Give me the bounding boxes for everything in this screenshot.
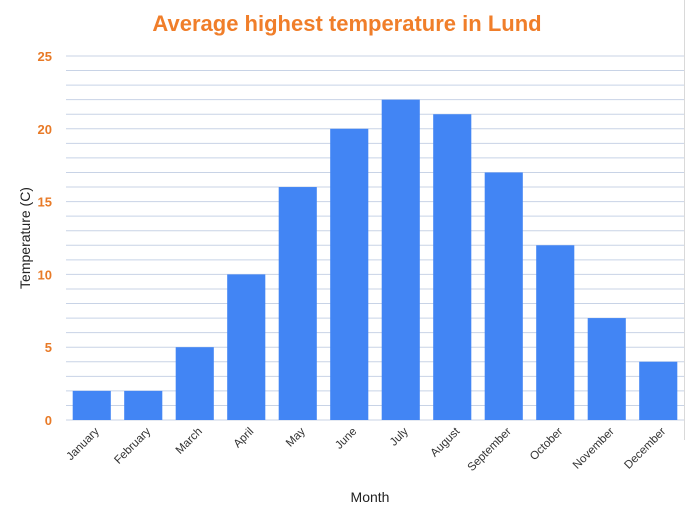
x-tick-label: May [284, 425, 308, 449]
bar-january [72, 390, 111, 420]
y-tick-label: 10 [38, 267, 52, 282]
bar-july [381, 99, 420, 421]
bar-august [433, 114, 472, 421]
y-tick-label: 0 [45, 413, 52, 428]
x-tick-label: September [466, 426, 514, 474]
bar-april [227, 274, 266, 420]
x-tick-label: July [388, 425, 411, 448]
y-tick-label: 5 [45, 340, 52, 355]
y-axis-label: Temperature (C) [17, 187, 33, 289]
y-tick-label: 20 [38, 122, 52, 137]
x-tick-label: October [528, 426, 566, 464]
bar-february [124, 390, 163, 420]
bar-november [587, 318, 626, 420]
y-tick-label: 25 [38, 49, 52, 64]
x-tick-label: March [174, 426, 205, 457]
x-tick-label: August [429, 425, 463, 459]
x-tick-label: December [622, 426, 668, 472]
plot-right-border [684, 0, 685, 440]
bar-june [330, 128, 369, 421]
x-tick-label: January [64, 425, 102, 463]
bar-december [639, 361, 678, 420]
y-axis-ticks: 0 5 10 15 20 25 [38, 49, 52, 428]
bar-october [536, 245, 575, 420]
x-tick-label: November [571, 426, 617, 472]
y-tick-label: 15 [38, 195, 52, 210]
x-axis-label: Month [351, 489, 390, 505]
x-tick-label: April [232, 426, 257, 451]
bar-march [175, 347, 214, 420]
x-tick-label: February [112, 425, 153, 466]
bars [72, 99, 678, 421]
x-axis-ticks: January February March April May June July Augu… [64, 425, 668, 474]
x-tick-label: June [333, 426, 359, 452]
chart-title: Average highest temperature in Lund [152, 11, 541, 36]
gridlines [66, 55, 684, 421]
bar-may [278, 187, 317, 420]
bar-september [484, 172, 523, 420]
